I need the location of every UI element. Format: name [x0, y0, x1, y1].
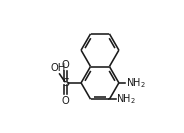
Text: O: O	[62, 96, 70, 106]
Text: OH: OH	[50, 63, 66, 73]
Text: S: S	[62, 78, 69, 88]
Text: O: O	[62, 60, 70, 70]
Text: NH$_2$: NH$_2$	[116, 92, 136, 106]
Text: NH$_2$: NH$_2$	[125, 76, 145, 90]
